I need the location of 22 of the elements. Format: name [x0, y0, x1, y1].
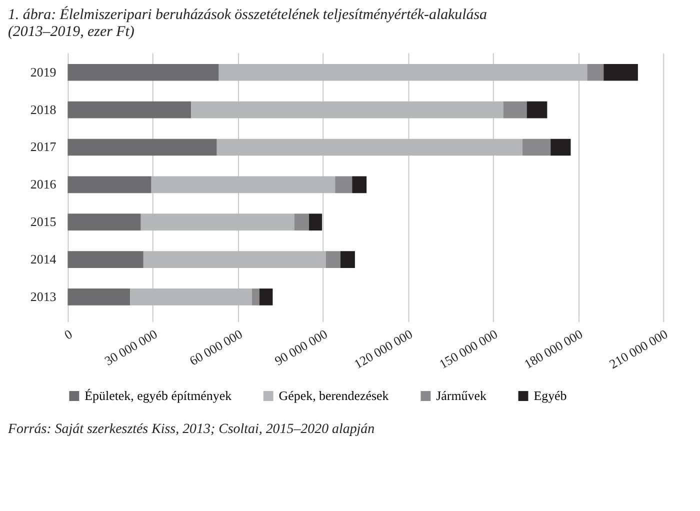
legend-label: Egyéb	[534, 388, 567, 403]
y-tick-label: 2016	[30, 176, 57, 192]
text: Forrás: Saját szerkesztés Kiss, 2013; Csoltai, 2015–2020 alapján	[6, 422, 375, 438]
x-tick-label: 90 000 000	[272, 326, 330, 368]
chart-title: 1. ábra: Élelmiszeripari beruházások összetételének teljesítményérték-alakulása	[8, 6, 488, 23]
y-tick-label: 2017	[30, 139, 57, 154]
y-tick-label: 2013	[30, 288, 56, 304]
legend-label: Gépek, berendezések	[278, 388, 390, 403]
x-tick-label: 0	[62, 326, 75, 343]
legend-label: Épületek, egyéb építmények	[84, 388, 232, 403]
y-tick-label: 2014	[30, 252, 57, 267]
x-tick-label: 180 000 000	[522, 326, 586, 372]
x-tick-label: 120 000 000	[351, 326, 415, 372]
y-tick-label: 2018	[30, 102, 56, 117]
legend-label: Járművek	[436, 388, 487, 403]
chart-subtitle: (2013–2019, ezer Ft)	[8, 24, 134, 40]
x-tick-label: 30 000 000	[102, 326, 160, 368]
y-tick-label: 2015	[30, 214, 56, 230]
x-tick-label: 210 000 000	[606, 326, 670, 372]
x-tick-label: 150 000 000	[436, 326, 500, 372]
x-tick-label: 60 000 000	[186, 326, 245, 368]
y-tick-label: 2019	[30, 64, 56, 80]
